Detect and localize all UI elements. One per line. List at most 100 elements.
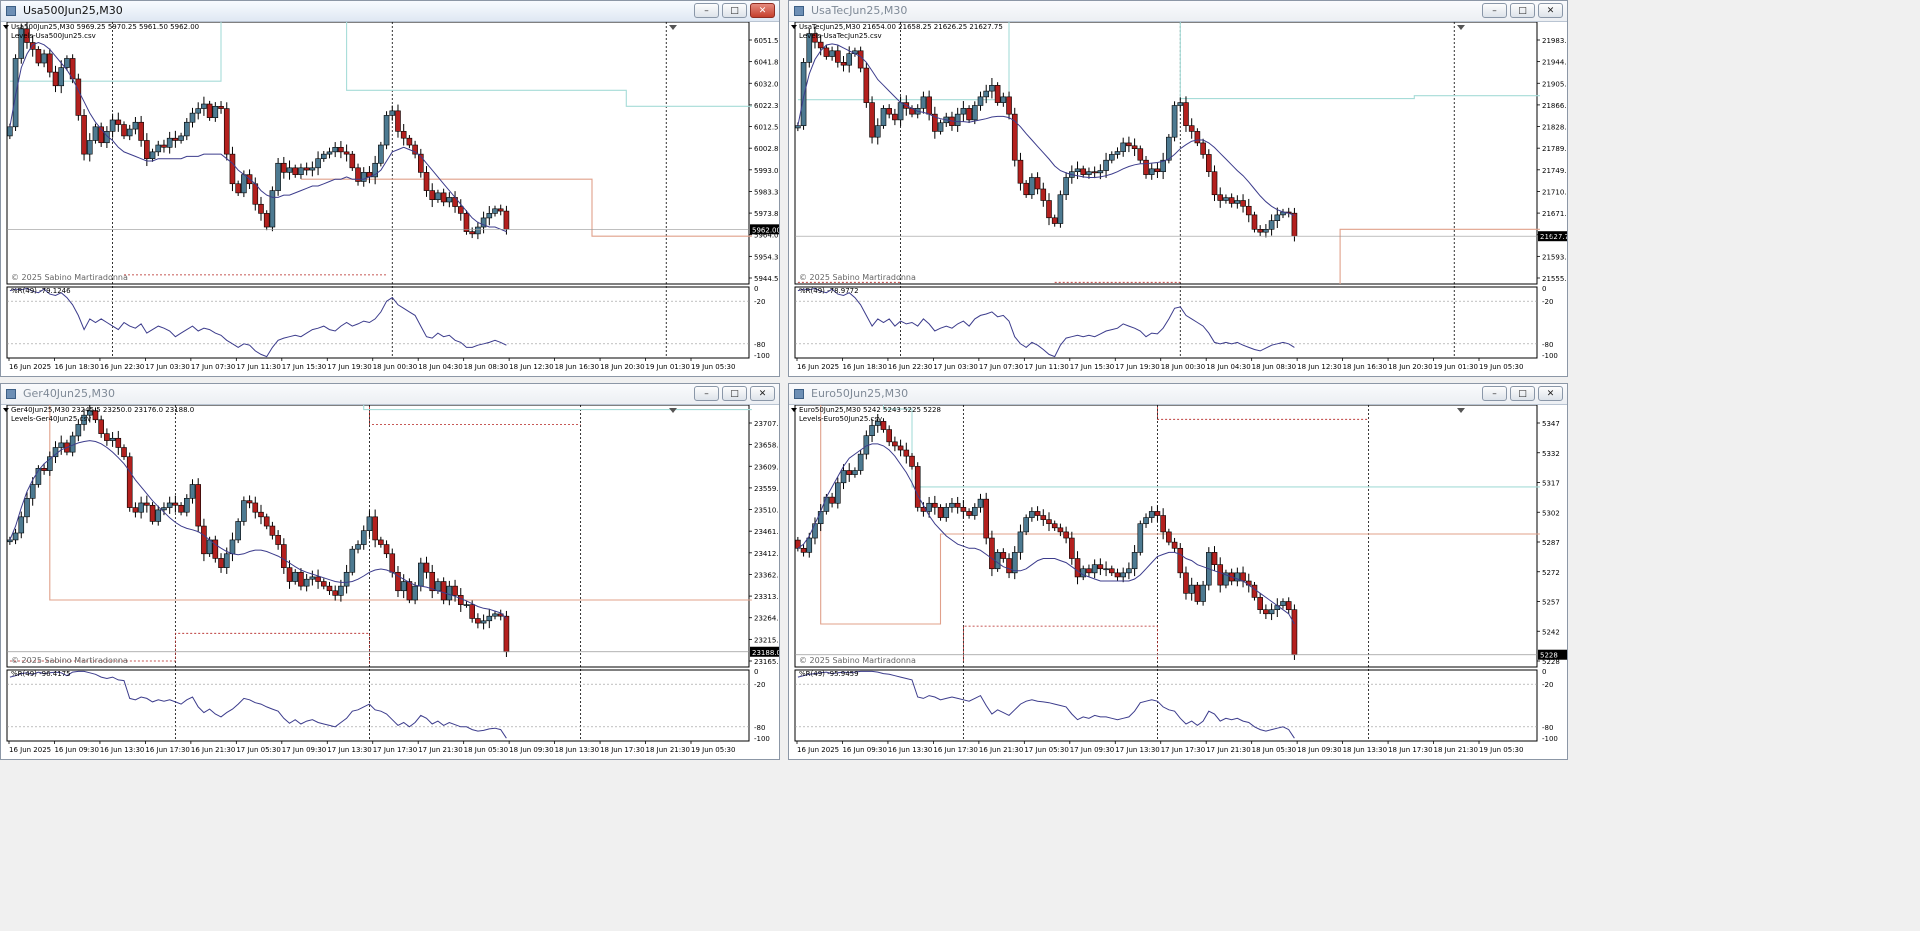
candle-bull [1103,568,1109,571]
x-tick-label: 16 Jun 17:30 [145,746,189,754]
candle-bull [366,516,373,531]
maximize-button[interactable]: □ [1510,386,1535,401]
candle-bull [343,571,350,587]
close-button[interactable]: ✕ [1538,386,1563,401]
chart-canvas[interactable]: 21627.75 21983.55 21944.20 21905.05 21866.05… [789,22,1567,377]
candle-bear [1091,171,1098,174]
chart-window-euro50[interactable]: Euro50Jun25,M30 – □ ✕ 5228 5347 5332 5317 53… [788,383,1568,760]
candle-bull [241,174,247,194]
window-titlebar[interactable]: UsaTecJun25,M30 – □ ✕ [789,1,1567,22]
chart-window-usa500[interactable]: Usa500Jun25,M30 – □ ✕ 5962.00 6051.55 6041… [0,0,780,377]
indicator-tick-label: 0 [1542,668,1546,676]
indicator-tick-label: -100 [1542,735,1558,743]
candle-bear [1057,527,1064,533]
candle-bull [480,217,487,228]
minimize-button[interactable]: – [694,386,719,401]
candle-bear [81,115,87,155]
candle-bear [1154,511,1161,516]
candle-bear [1114,572,1121,578]
candle-bull [435,192,441,201]
candle-bull [183,121,190,137]
candle-bull [35,468,42,485]
candle-bull [223,553,230,568]
candle-bear [1006,558,1012,574]
williams-r-label: %R(49) -78.9772 [799,287,859,295]
minimize-button[interactable]: – [1482,386,1507,401]
candle-bear [395,571,401,592]
candle-bear [144,502,150,506]
indicator-tick-label: -100 [1542,352,1558,360]
candle-bull [195,108,202,114]
candle-bull [418,562,424,587]
candle-bull [235,521,241,541]
y-tick-label: 23264.0 [754,615,779,623]
x-tick-label: 18 Jun 21:30 [1434,746,1478,754]
candle-bear [338,147,344,153]
candle-bear [932,113,938,132]
chart-window-usatec[interactable]: UsaTecJun25,M30 – □ ✕ 21627.7521983.5521… [788,0,1568,377]
candle-bear [909,455,915,467]
y-tick-label: 21944.20 [1542,59,1567,67]
candle-bear [195,484,202,527]
candle-bull [960,108,967,115]
window-titlebar[interactable]: Ger40Jun25,M30 – □ ✕ [1,384,779,405]
candle-bear [937,507,944,518]
symbol-info: Usa500Jun25,M30 5969.25 5970.25 5961.50 … [11,23,200,31]
window-titlebar[interactable]: Euro50Jun25,M30 – □ ✕ [789,384,1567,405]
candle-bull [332,147,338,153]
indicator-tick-label: 0 [1542,285,1546,293]
maximize-button[interactable]: □ [722,386,747,401]
maximize-button[interactable]: □ [1510,3,1535,18]
current-price-text: 5228 [1540,652,1558,660]
candle-bull [977,498,984,508]
minimize-button[interactable]: – [694,3,719,18]
candle-bull [212,105,219,118]
candle-bear [857,50,864,69]
close-button[interactable]: ✕ [750,3,775,18]
candle-bear [440,192,447,203]
x-tick-label: 18 Jun 09:30 [509,746,553,754]
candle-bull [989,85,995,92]
candle-bear [1240,572,1246,582]
candle-bull [29,484,36,499]
maximize-button[interactable]: □ [722,3,747,18]
x-tick-label: 16 Jun 18:30 [842,363,886,371]
symbol-info: UsaTecJun25,M30 21654.00 21658.25 21626.… [799,23,1003,31]
candle-bear [389,553,396,573]
candle-bull [954,113,961,126]
candle-bull [309,167,316,171]
chart-canvas[interactable]: 5962.00 6051.55 6041.80 6032.05 6022.30 6012.… [1,22,779,377]
chart-canvas[interactable]: 5228 5347 5332 5317 5302 5287 5272 5257 5242 5228… [789,405,1567,760]
x-tick-label: 17 Jun 03:30 [145,363,189,371]
candle-bear [1240,200,1246,207]
close-button[interactable]: ✕ [750,386,775,401]
y-tick-label: 23707.0 [754,420,779,428]
chart-window-ger40[interactable]: Ger40Jun25,M30 – □ ✕ 23188.0 23707.0 23658… [0,383,780,760]
moving-average-line [797,443,1295,625]
candle-bull [109,437,116,441]
candle-bull [1166,136,1172,161]
candle-bear [1051,217,1058,224]
candle-bear [263,516,270,527]
y-tick-label: 21828.10 [1542,124,1567,132]
level-line [363,405,752,411]
chart-canvas[interactable]: 23188.0 23707.0 23658.0 23609.0 23559.0 23510… [1,405,779,760]
x-tick-label: 17 Jun 13:30 [1115,746,1159,754]
indicator-tick-label: -20 [754,681,765,689]
candle-bull [155,144,162,153]
candle-bear [406,137,413,146]
x-tick-label: 18 Jun 12:30 [1297,363,1341,371]
x-tick-label: 17 Jun 05:30 [1024,746,1068,754]
y-tick-label: 6012.55 [754,124,779,132]
candle-bull [12,532,19,541]
window-titlebar[interactable]: Usa500Jun25,M30 – □ ✕ [1,1,779,22]
close-button[interactable]: ✕ [1538,3,1563,18]
candle-bear [1011,113,1018,161]
level-line [797,22,1540,101]
candle-bear [1177,547,1184,574]
candle-bear [29,42,36,50]
williams-r-line [797,670,1295,739]
minimize-button[interactable]: – [1482,3,1507,18]
candle-bear [1074,558,1081,578]
candle-bear [121,447,127,458]
